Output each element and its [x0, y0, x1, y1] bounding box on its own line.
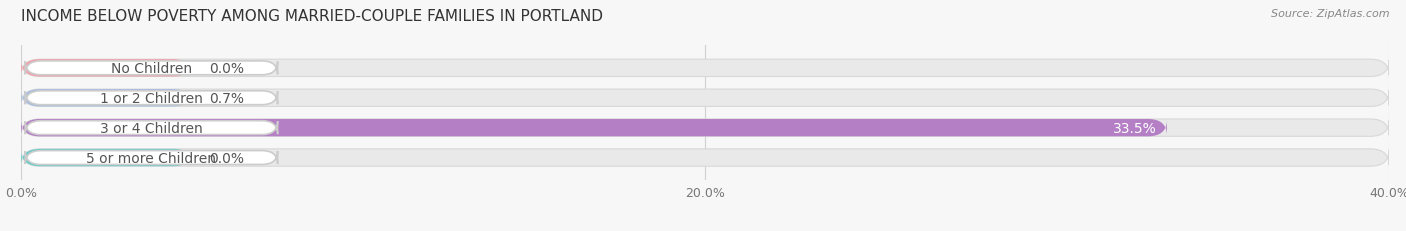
FancyBboxPatch shape — [25, 121, 277, 135]
Text: 0.7%: 0.7% — [209, 91, 245, 105]
FancyBboxPatch shape — [25, 151, 277, 165]
FancyBboxPatch shape — [25, 91, 277, 105]
FancyBboxPatch shape — [21, 60, 193, 77]
FancyBboxPatch shape — [21, 119, 1167, 137]
FancyBboxPatch shape — [21, 60, 1389, 77]
FancyBboxPatch shape — [21, 119, 1389, 137]
Text: 1 or 2 Children: 1 or 2 Children — [100, 91, 202, 105]
FancyBboxPatch shape — [21, 90, 193, 107]
Text: 3 or 4 Children: 3 or 4 Children — [100, 121, 202, 135]
Text: No Children: No Children — [111, 61, 193, 76]
Text: INCOME BELOW POVERTY AMONG MARRIED-COUPLE FAMILIES IN PORTLAND: INCOME BELOW POVERTY AMONG MARRIED-COUPL… — [21, 9, 603, 24]
FancyBboxPatch shape — [25, 62, 277, 76]
Text: 33.5%: 33.5% — [1112, 121, 1157, 135]
Text: 0.0%: 0.0% — [209, 151, 245, 165]
FancyBboxPatch shape — [21, 149, 1389, 167]
FancyBboxPatch shape — [21, 90, 1389, 107]
FancyBboxPatch shape — [21, 149, 193, 167]
Text: 0.0%: 0.0% — [209, 61, 245, 76]
Text: Source: ZipAtlas.com: Source: ZipAtlas.com — [1271, 9, 1389, 19]
Text: 5 or more Children: 5 or more Children — [86, 151, 217, 165]
